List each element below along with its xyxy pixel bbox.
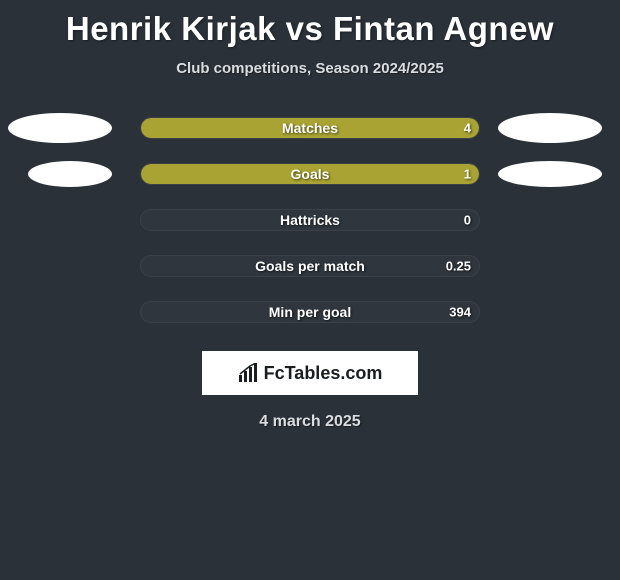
left-marker-ellipse [28, 161, 112, 187]
stat-row: Matches 4 [0, 105, 620, 151]
stat-label: Hattricks [280, 212, 340, 228]
stat-value: 0.25 [446, 259, 471, 274]
stat-label: Min per goal [269, 304, 351, 320]
stat-label: Goals [291, 166, 330, 182]
bar-track: Goals 1 [140, 163, 480, 185]
stat-row: Hattricks 0 [0, 197, 620, 243]
bar-track: Matches 4 [140, 117, 480, 139]
page-title: Henrik Kirjak vs Fintan Agnew [0, 0, 620, 48]
subtitle: Club competitions, Season 2024/2025 [0, 60, 620, 77]
stats-area: Matches 4 Goals 1 Hattricks 0 Goals per … [0, 105, 620, 335]
bar-track: Goals per match 0.25 [140, 255, 480, 277]
stat-value: 1 [464, 167, 471, 182]
footer-date: 4 march 2025 [0, 413, 620, 431]
bar-track: Min per goal 394 [140, 301, 480, 323]
bar-chart-icon [238, 363, 260, 383]
stat-label: Goals per match [255, 258, 365, 274]
stat-row: Goals 1 [0, 151, 620, 197]
bar-track: Hattricks 0 [140, 209, 480, 231]
stat-value: 4 [464, 121, 471, 136]
stat-value: 394 [449, 305, 471, 320]
right-marker-ellipse [498, 113, 602, 143]
branding-badge: FcTables.com [202, 351, 418, 395]
left-marker-ellipse [8, 113, 112, 143]
right-marker-ellipse [498, 161, 602, 187]
stat-label: Matches [282, 120, 338, 136]
stat-row: Min per goal 394 [0, 289, 620, 335]
branding-text: FcTables.com [264, 363, 383, 384]
stat-value: 0 [464, 213, 471, 228]
stat-row: Goals per match 0.25 [0, 243, 620, 289]
